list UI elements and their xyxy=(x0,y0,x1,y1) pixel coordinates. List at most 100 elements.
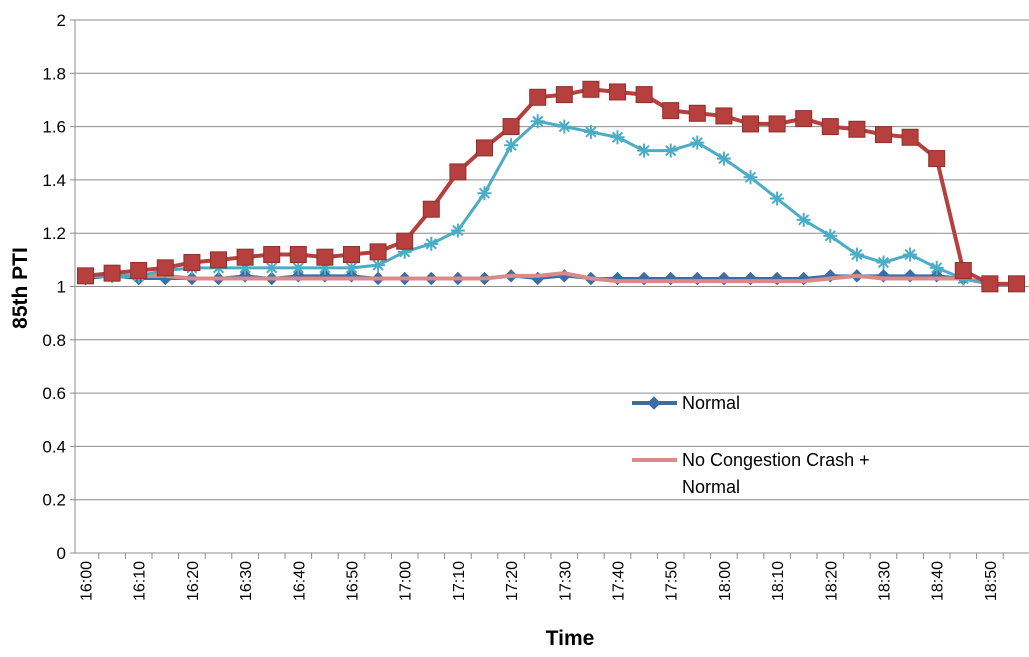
x-tick-label: 16:30 xyxy=(238,561,255,601)
data-point-square xyxy=(210,251,227,269)
data-point-square xyxy=(449,163,467,181)
data-point-star xyxy=(690,135,705,150)
data-point-star xyxy=(770,191,785,206)
data-point-square xyxy=(236,248,254,266)
y-tick-label: 2 xyxy=(57,11,66,30)
y-tick-label: 0.2 xyxy=(42,491,66,510)
data-point-square xyxy=(901,128,919,146)
x-tick-label: 16:40 xyxy=(291,561,308,601)
data-point-square xyxy=(289,246,307,264)
data-point-star xyxy=(477,186,492,201)
x-tick-label: 17:40 xyxy=(611,561,628,601)
data-point-square xyxy=(183,254,201,272)
data-point-square xyxy=(476,139,493,157)
y-tick-label: 0.4 xyxy=(42,437,66,456)
data-point-star xyxy=(929,260,944,275)
data-point-square xyxy=(954,262,972,280)
data-point-star xyxy=(504,138,519,153)
data-point-square xyxy=(555,86,573,104)
x-tick-label: 17:20 xyxy=(504,561,521,601)
data-point-square xyxy=(875,126,892,144)
data-point-square xyxy=(529,88,547,106)
data-point-square xyxy=(609,83,626,101)
y-tick-label: 1 xyxy=(57,278,66,297)
gridlines xyxy=(75,19,1029,501)
y-tick-label: 1.2 xyxy=(42,224,66,243)
data-point-star xyxy=(450,223,465,238)
data-point-star xyxy=(264,260,279,275)
data-point-star xyxy=(716,151,731,166)
x-tick-label: 17:30 xyxy=(557,561,574,601)
series-3 xyxy=(77,80,1025,293)
data-point-star xyxy=(291,260,306,275)
x-tick-labels: 16:00 16:10 16:20 16:30 16:40 16:50 17:00 17:10… xyxy=(79,561,1000,601)
x-tick-label: 18:50 xyxy=(983,561,1000,601)
x-tick-label: 18:40 xyxy=(930,561,947,601)
data-point-square xyxy=(316,248,334,266)
x-tick-label: 17:10 xyxy=(451,561,468,601)
data-point-square xyxy=(396,232,414,250)
data-point-diamond xyxy=(647,396,661,410)
series-1 xyxy=(83,271,1019,286)
axes xyxy=(70,19,1029,559)
data-point-star xyxy=(610,130,625,145)
data-point-star xyxy=(796,212,811,227)
data-point-star xyxy=(424,236,439,251)
data-point-star xyxy=(371,258,386,273)
legend-entry: Normal xyxy=(632,393,740,413)
y-tick-label: 0.8 xyxy=(42,331,66,350)
series-line xyxy=(83,271,1019,286)
y-tick-label: 1.6 xyxy=(42,118,66,137)
x-tick-label: 18:00 xyxy=(717,561,734,601)
data-point-star xyxy=(663,143,678,158)
data-point-square xyxy=(77,267,94,285)
data-point-square xyxy=(981,275,999,293)
x-tick-label: 16:50 xyxy=(345,561,362,601)
legend-label: No Congestion Crash + xyxy=(682,450,870,470)
data-point-square xyxy=(688,104,706,122)
data-point-star xyxy=(903,247,918,262)
legend: Normal No Congestion Crash + Normal xyxy=(632,393,870,497)
data-point-star xyxy=(849,247,864,262)
data-point-square xyxy=(795,110,813,128)
y-tick-label: 0 xyxy=(57,544,66,563)
y-tick-label: 1.4 xyxy=(42,171,66,190)
data-point-square xyxy=(502,118,520,136)
data-point-star xyxy=(876,255,891,270)
x-tick-label: 16:00 xyxy=(79,561,96,601)
legend-label: Normal xyxy=(682,393,740,413)
data-point-square xyxy=(662,102,680,120)
data-point-star xyxy=(823,228,838,243)
data-point-square xyxy=(369,243,387,261)
data-point-square xyxy=(821,118,839,136)
data-point-square xyxy=(768,115,786,133)
data-point-star xyxy=(583,124,598,139)
data-point-star xyxy=(557,119,572,134)
data-point-square xyxy=(130,262,148,280)
x-tick-label: 16:20 xyxy=(185,561,202,601)
y-axis-title: 85th PTI xyxy=(9,247,32,329)
data-point-square xyxy=(156,259,174,277)
data-point-star xyxy=(743,170,758,185)
data-point-square xyxy=(103,264,121,282)
x-tick-label: 17:00 xyxy=(398,561,415,601)
data-point-square xyxy=(1008,275,1025,293)
data-point-square xyxy=(263,246,281,264)
data-point-square xyxy=(848,120,866,138)
y-tick-label: 0.6 xyxy=(42,384,66,403)
legend-label: Normal xyxy=(682,477,740,497)
x-tick-label: 18:30 xyxy=(877,561,894,601)
y-tick-label: 1.8 xyxy=(42,64,66,83)
x-tick-label: 17:50 xyxy=(664,561,681,601)
x-tick-label: 18:20 xyxy=(823,561,840,601)
data-point-square xyxy=(742,115,759,133)
y-tick-labels: 0 0.2 0.4 0.6 0.8 1 1.2 1.4 1.6 1.8 2 xyxy=(42,11,66,563)
series-lines xyxy=(77,80,1025,293)
data-point-square xyxy=(715,107,733,125)
x-axis-title: Time xyxy=(546,627,595,650)
data-point-square xyxy=(422,200,440,218)
x-tick-label: 16:10 xyxy=(132,561,149,601)
data-point-star xyxy=(637,143,652,158)
